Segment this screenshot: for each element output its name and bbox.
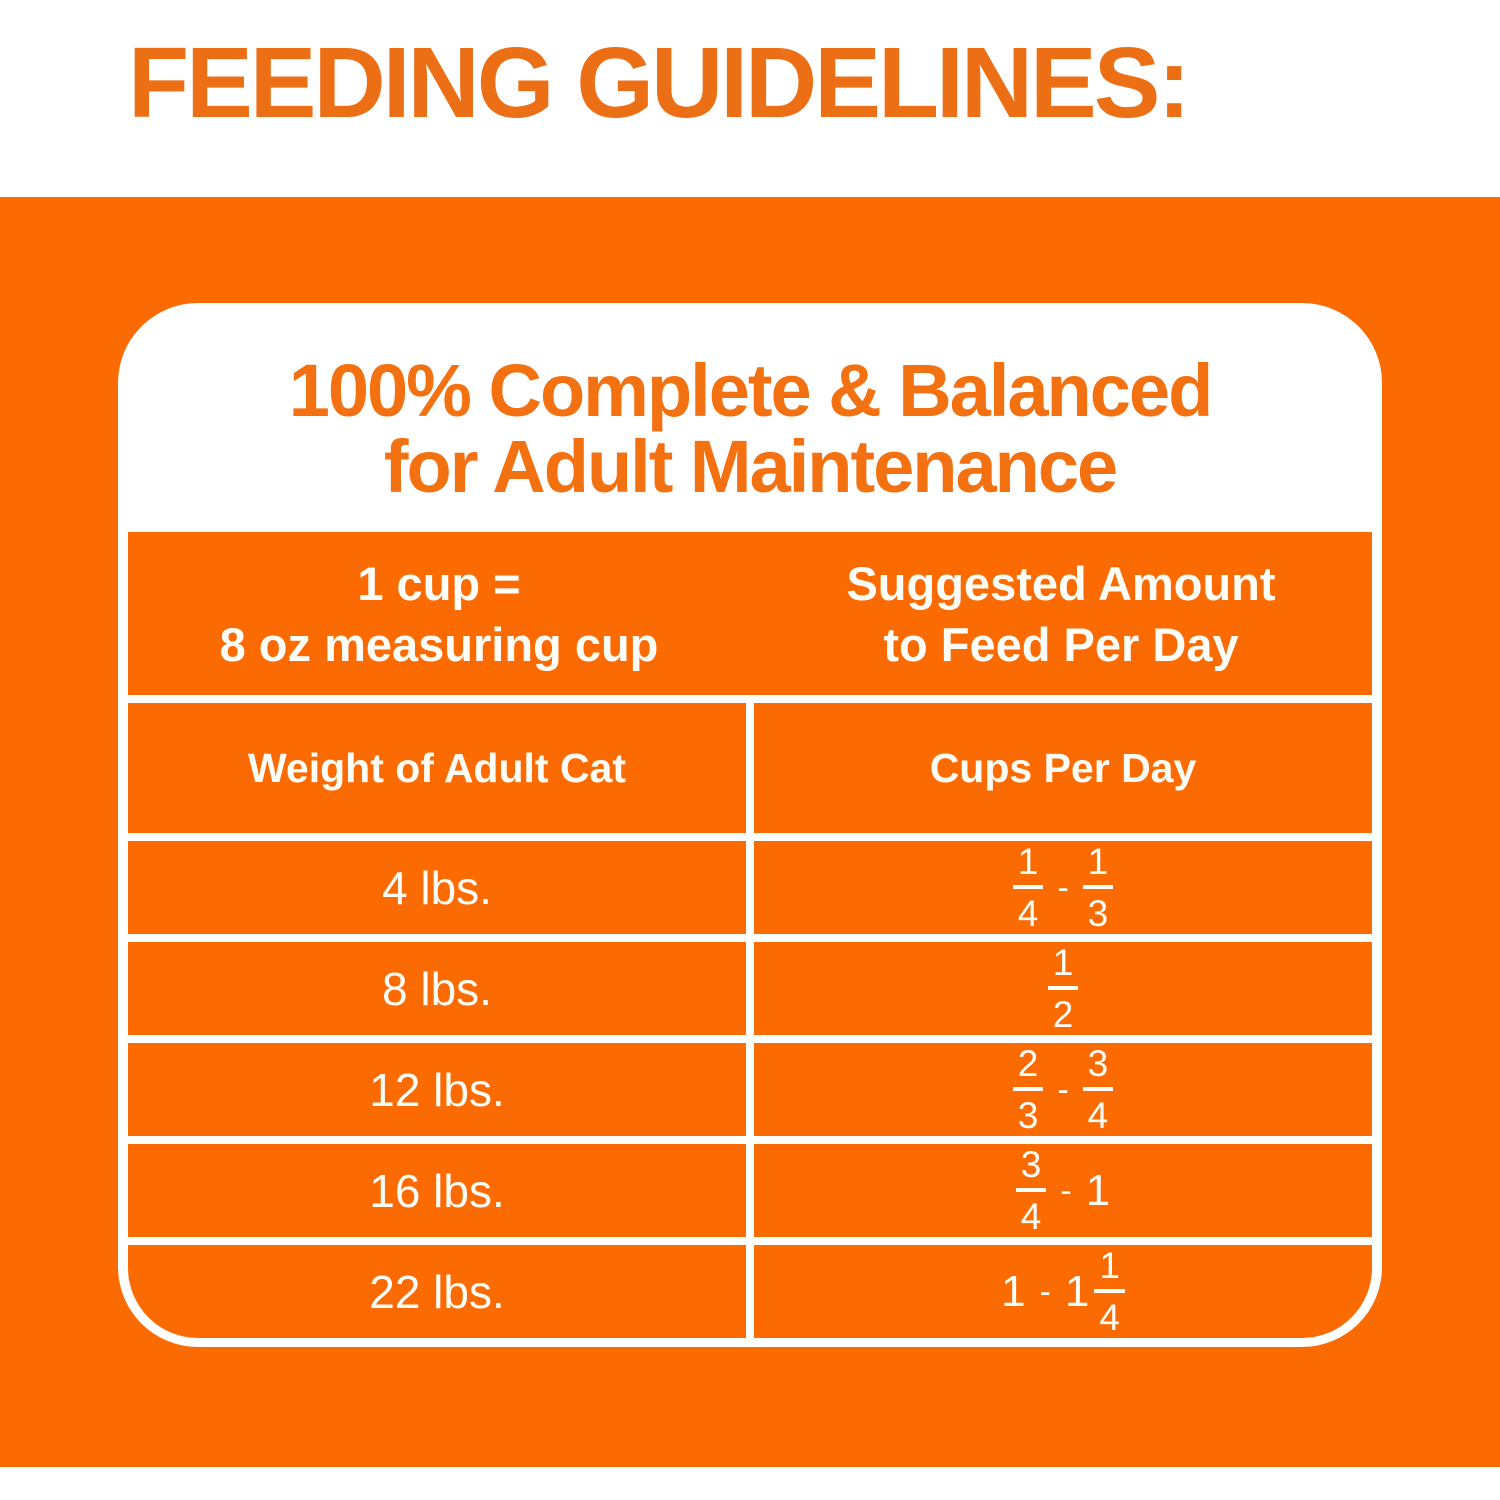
top-header-band: FEEDING GUIDELINES: <box>0 0 1500 197</box>
suggested-amount-line1: Suggested Amount <box>846 556 1276 610</box>
header1-left-cell: 1 cup = 8 oz measuring cup <box>128 532 750 695</box>
bottom-white-band <box>0 1467 1500 1500</box>
feeding-table: 1 cup = 8 oz measuring cup Suggested Amo… <box>128 532 1372 1338</box>
fraction-denominator: 3 <box>1082 885 1114 932</box>
header1-right-cell: Suggested Amount to Feed Per Day <box>750 532 1372 695</box>
weight-cell: 16 lbs. <box>128 1144 746 1237</box>
weight-cell-label: 16 lbs. <box>369 1164 505 1217</box>
cups-column-header-label: Cups Per Day <box>929 744 1197 791</box>
cup-note-line2: 8 oz measuring cup <box>219 617 659 671</box>
range-dash: - <box>1057 1070 1069 1109</box>
fraction-numerator: 3 <box>1020 1144 1042 1185</box>
fraction-denominator: 4 <box>1082 1087 1114 1134</box>
range-dash: - <box>1057 868 1069 907</box>
fraction-denominator: 4 <box>1015 1188 1047 1235</box>
card-title: 100% Complete & Balanced for Adult Maint… <box>128 303 1372 532</box>
table-header-row-2: Weight of Adult Cat Cups Per Day <box>128 703 1372 833</box>
weight-cell-label: 22 lbs. <box>369 1265 505 1318</box>
weight-cell: 4 lbs. <box>128 841 746 934</box>
fraction-numerator: 1 <box>1017 841 1039 882</box>
cups-number: 1 <box>1001 1266 1026 1316</box>
fraction-numerator: 1 <box>1087 841 1109 882</box>
weight-cell-label: 4 lbs. <box>382 861 492 914</box>
page-title: FEEDING GUIDELINES: <box>128 27 1191 139</box>
cup-note-line1: 1 cup = <box>357 556 521 610</box>
weight-column-header-label: Weight of Adult Cat <box>247 744 627 791</box>
range-dash: - <box>1060 1171 1072 1210</box>
card-title-line1: 100% Complete & Balanced <box>288 348 1214 432</box>
fraction-denominator: 4 <box>1012 885 1044 932</box>
table-header-row-1: 1 cup = 8 oz measuring cup Suggested Amo… <box>128 532 1372 695</box>
range-dash: - <box>1039 1272 1051 1311</box>
cups-number: 1 <box>1085 1165 1111 1215</box>
fraction-numerator: 3 <box>1087 1043 1109 1084</box>
cups-column-header: Cups Per Day <box>754 703 1372 833</box>
fraction-denominator: 4 <box>1094 1289 1125 1336</box>
weight-cell-label: 8 lbs. <box>382 962 492 1015</box>
suggested-amount-line2: to Feed Per Day <box>883 617 1239 671</box>
fraction-numerator: 1 <box>1052 942 1074 983</box>
weight-column-header: Weight of Adult Cat <box>128 703 746 833</box>
fraction-denominator: 2 <box>1047 986 1079 1033</box>
weight-cell: 8 lbs. <box>128 942 746 1035</box>
fraction-denominator: 3 <box>1012 1087 1044 1134</box>
card-title-line2: for Adult Maintenance <box>383 424 1118 508</box>
fraction-numerator: 1 <box>1099 1245 1120 1286</box>
guidelines-card: 100% Complete & Balanced for Adult Maint… <box>118 303 1382 1347</box>
cups-number: 1 <box>1064 1266 1090 1316</box>
header1-merged-cell: 1 cup = 8 oz measuring cup Suggested Amo… <box>128 532 1372 695</box>
fraction-numerator: 2 <box>1017 1043 1039 1084</box>
weight-cell: 22 lbs. <box>128 1245 746 1338</box>
weight-cell-label: 12 lbs. <box>369 1063 505 1116</box>
weight-cell: 12 lbs. <box>128 1043 746 1136</box>
